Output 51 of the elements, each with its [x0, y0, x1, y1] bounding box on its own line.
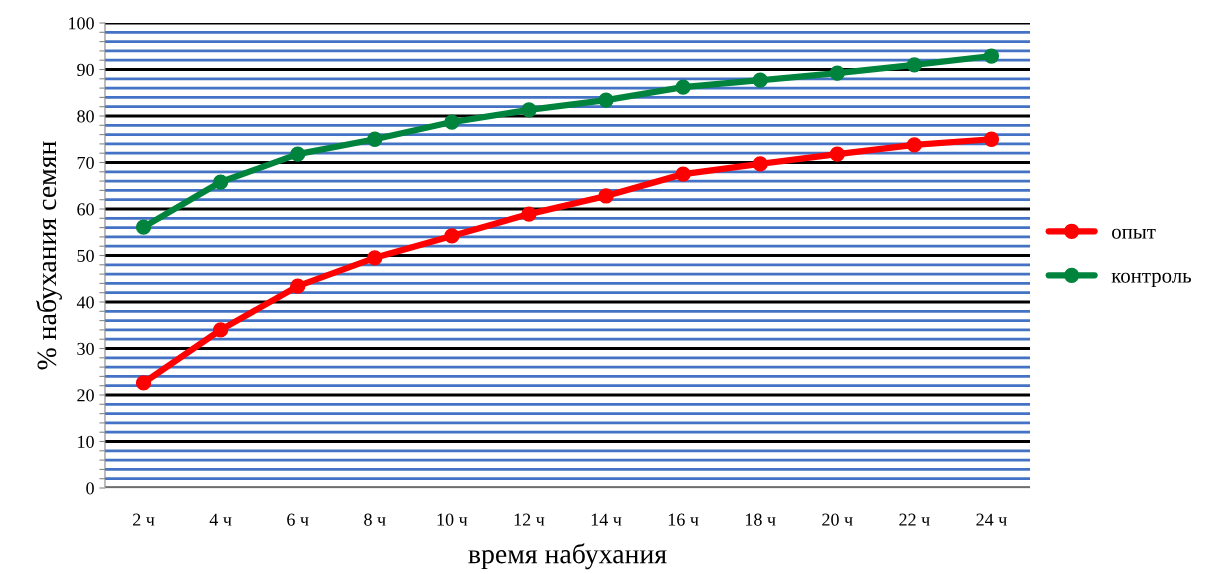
x-tick-label: 18 ч	[745, 513, 776, 526]
y-tick-label: 100	[69, 17, 94, 30]
legend-label: контроль	[1111, 272, 1192, 288]
x-tick-label: 24 ч	[976, 513, 1007, 526]
point	[212, 174, 229, 190]
point	[598, 188, 614, 204]
point	[829, 65, 845, 81]
y-tick-label: 40	[76, 296, 94, 309]
point	[444, 114, 460, 130]
y-tick-label: 30	[77, 342, 94, 355]
point	[752, 72, 768, 88]
point	[367, 131, 383, 147]
y-tick-label: 80	[77, 110, 94, 123]
point	[521, 102, 537, 118]
y-tick-label: 0	[86, 482, 94, 495]
point	[906, 137, 923, 153]
y-tick-label: 50	[77, 249, 94, 262]
y-tick-label: 70	[77, 156, 94, 169]
x-tick-label: 20 ч	[822, 513, 853, 526]
x-tick-label: 22 ч	[899, 513, 930, 526]
legend-label: опыт	[1112, 228, 1156, 239]
point	[829, 146, 845, 162]
x-axis-title: время набухания	[468, 543, 667, 570]
point	[444, 228, 460, 244]
point	[675, 79, 691, 95]
y-tick-label: 20	[77, 389, 94, 402]
point	[212, 322, 229, 338]
point	[290, 278, 306, 294]
y-axis-title: % набухания семян	[36, 141, 62, 370]
point	[598, 92, 614, 108]
y-tick-label: 90	[77, 63, 94, 76]
point	[983, 131, 1000, 147]
point	[675, 166, 691, 182]
x-tick-label: 2 ч	[133, 513, 155, 526]
point	[367, 250, 383, 266]
x-tick-label: 6 ч	[287, 513, 309, 526]
x-tick-label: 12 ч	[514, 513, 545, 526]
x-tick-label: 4 ч	[209, 513, 232, 526]
point	[752, 156, 768, 172]
x-tick-label: 14 ч	[591, 513, 622, 526]
x-tick-label: 10 ч	[437, 513, 468, 526]
point	[135, 375, 152, 391]
point	[983, 48, 1000, 64]
point	[521, 206, 537, 222]
point	[135, 219, 152, 235]
x-tick-label: 16 ч	[668, 513, 699, 526]
x-tick-label: 8 ч	[364, 513, 386, 526]
point	[906, 57, 923, 73]
y-tick-label: 60	[77, 203, 94, 216]
y-tick-label: 10	[78, 435, 94, 448]
point	[290, 146, 306, 162]
